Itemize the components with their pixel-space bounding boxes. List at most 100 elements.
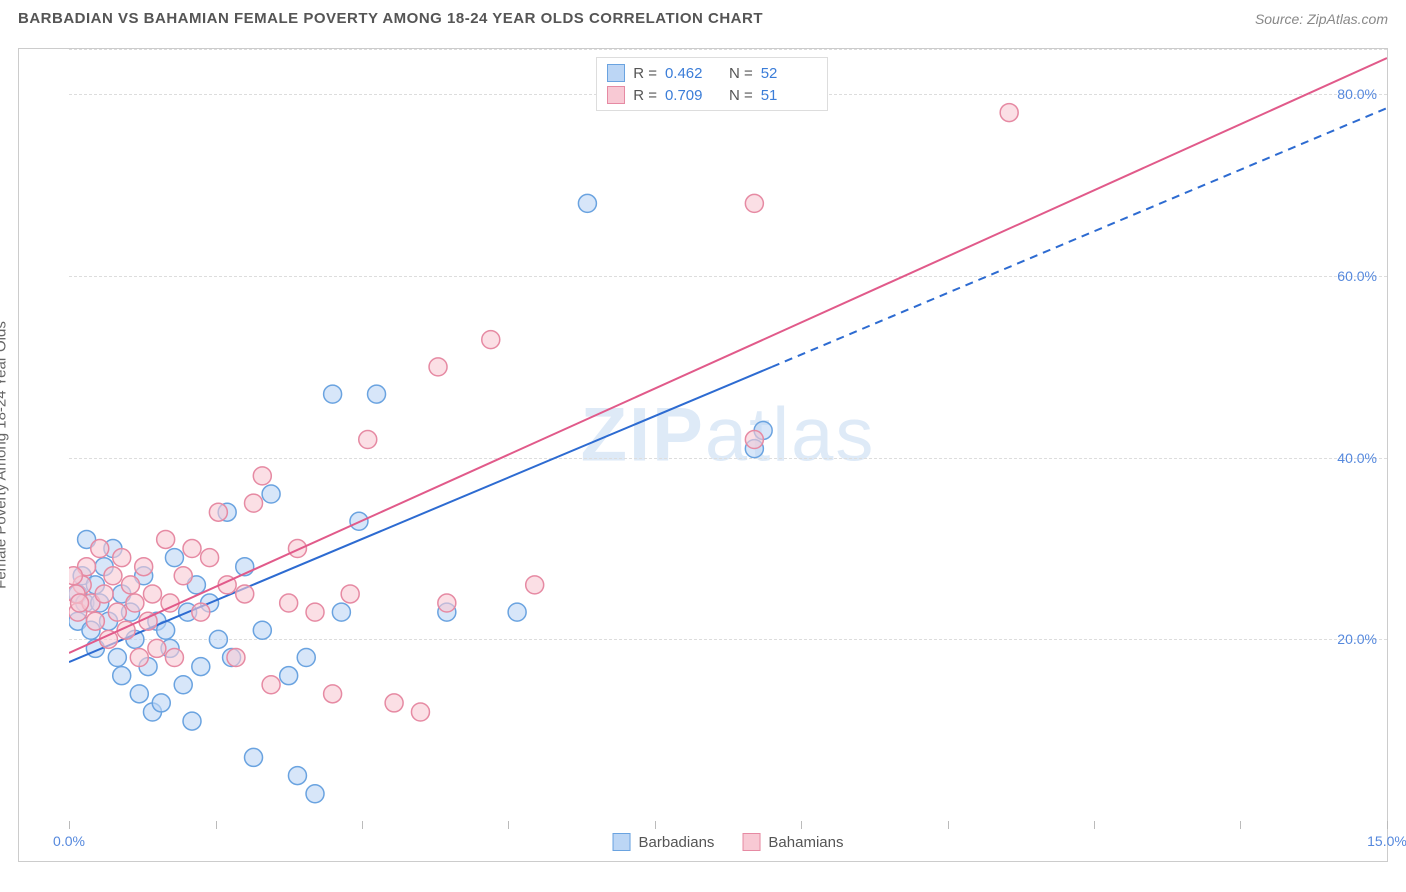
- data-point: [183, 712, 201, 730]
- data-point: [236, 585, 254, 603]
- data-point: [165, 549, 183, 567]
- x-tick: [1387, 821, 1388, 829]
- data-point: [174, 676, 192, 694]
- data-point: [332, 603, 350, 621]
- data-point: [227, 649, 245, 667]
- legend-item: Barbadians: [613, 833, 715, 851]
- data-point: [324, 685, 342, 703]
- data-point: [745, 194, 763, 212]
- y-axis-label: Female Poverty Among 18-24 Year Olds: [0, 321, 10, 589]
- trend-line: [69, 367, 772, 662]
- data-point: [245, 748, 263, 766]
- chart-container: Female Poverty Among 18-24 Year Olds ZIP…: [18, 48, 1388, 862]
- data-point: [297, 649, 315, 667]
- data-point: [253, 621, 271, 639]
- data-point: [148, 639, 166, 657]
- data-point: [324, 385, 342, 403]
- data-point: [95, 585, 113, 603]
- data-point: [183, 540, 201, 558]
- data-point: [262, 485, 280, 503]
- legend-label: Barbadians: [639, 834, 715, 851]
- data-point: [135, 558, 153, 576]
- chart-title: BARBADIAN VS BAHAMIAN FEMALE POVERTY AMO…: [18, 10, 763, 27]
- data-point: [126, 594, 144, 612]
- x-tick: [655, 821, 656, 829]
- data-point: [209, 630, 227, 648]
- legend-stats-row: R = 0.462 N = 52: [607, 62, 817, 84]
- data-point: [130, 649, 148, 667]
- trend-line: [69, 58, 1387, 653]
- legend-swatch: [613, 833, 631, 851]
- data-point: [165, 649, 183, 667]
- data-point: [429, 358, 447, 376]
- n-label: N =: [729, 65, 753, 82]
- r-label: R =: [633, 65, 657, 82]
- data-point: [113, 549, 131, 567]
- data-point: [253, 467, 271, 485]
- data-point: [192, 658, 210, 676]
- data-point: [157, 530, 175, 548]
- legend-swatch: [607, 86, 625, 104]
- data-point: [1000, 104, 1018, 122]
- legend-label: Bahamians: [768, 834, 843, 851]
- x-tick: [1094, 821, 1095, 829]
- data-point: [306, 785, 324, 803]
- legend-stats-box: R = 0.462 N = 52 R = 0.709 N = 51: [596, 57, 828, 111]
- data-point: [192, 603, 210, 621]
- r-value: 0.709: [665, 87, 721, 104]
- legend-swatch: [607, 64, 625, 82]
- data-point: [86, 612, 104, 630]
- data-point: [113, 667, 131, 685]
- data-point: [341, 585, 359, 603]
- data-point: [108, 603, 126, 621]
- data-point: [368, 385, 386, 403]
- data-point: [245, 494, 263, 512]
- x-tick: [948, 821, 949, 829]
- r-value: 0.462: [665, 65, 721, 82]
- r-label: R =: [633, 87, 657, 104]
- x-tick: [508, 821, 509, 829]
- data-point: [91, 540, 109, 558]
- data-point: [306, 603, 324, 621]
- data-point: [385, 694, 403, 712]
- n-value: 51: [761, 87, 817, 104]
- data-point: [578, 194, 596, 212]
- n-label: N =: [729, 87, 753, 104]
- data-point: [174, 567, 192, 585]
- n-value: 52: [761, 65, 817, 82]
- data-point: [482, 331, 500, 349]
- x-tick: [362, 821, 363, 829]
- data-point: [69, 567, 82, 585]
- bottom-legend: Barbadians Bahamians: [613, 833, 844, 851]
- x-tick: [801, 821, 802, 829]
- plot-area: ZIPatlas 20.0%40.0%60.0%80.0% 0.0%15.0% …: [69, 49, 1387, 821]
- scatter-svg: [69, 49, 1387, 821]
- data-point: [280, 594, 298, 612]
- data-point: [130, 685, 148, 703]
- data-point: [288, 540, 306, 558]
- data-point: [508, 603, 526, 621]
- data-point: [152, 694, 170, 712]
- legend-stats-row: R = 0.709 N = 51: [607, 84, 817, 106]
- data-point: [122, 576, 140, 594]
- data-point: [104, 567, 122, 585]
- trend-line-dashed: [772, 108, 1387, 367]
- data-point: [411, 703, 429, 721]
- source-label: Source: ZipAtlas.com: [1255, 11, 1388, 27]
- data-point: [143, 585, 161, 603]
- data-point: [359, 431, 377, 449]
- data-point: [71, 594, 89, 612]
- data-point: [108, 649, 126, 667]
- legend-swatch: [742, 833, 760, 851]
- data-point: [209, 503, 227, 521]
- data-point: [526, 576, 544, 594]
- data-point: [438, 594, 456, 612]
- legend-item: Bahamians: [742, 833, 843, 851]
- data-point: [262, 676, 280, 694]
- x-tick-label: 0.0%: [53, 833, 85, 849]
- x-tick: [216, 821, 217, 829]
- data-point: [288, 767, 306, 785]
- x-tick: [1240, 821, 1241, 829]
- data-point: [745, 431, 763, 449]
- data-point: [280, 667, 298, 685]
